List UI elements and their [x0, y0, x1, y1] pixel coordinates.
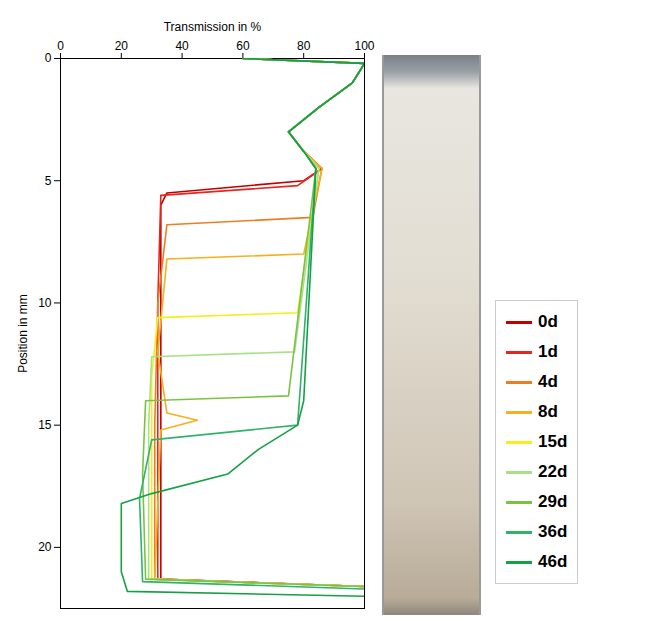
html-text:1d: 1d — [538, 342, 558, 361]
svg-text:40: 40 — [175, 39, 189, 53]
svg-text:0: 0 — [57, 39, 64, 53]
svg-text:0: 0 — [45, 51, 52, 65]
svg-text:20: 20 — [38, 540, 52, 554]
svg-text:5: 5 — [45, 174, 52, 188]
html-text:22d: 22d — [538, 462, 568, 481]
svg-text:10: 10 — [38, 296, 52, 310]
html-text:4d: 4d — [538, 372, 558, 391]
html-text:15d: 15d — [538, 432, 568, 451]
svg-text:Transmission in %: Transmission in % — [164, 20, 262, 34]
svg-text:60: 60 — [236, 39, 250, 53]
svg-text:15: 15 — [38, 418, 52, 432]
svg-text:20: 20 — [115, 39, 129, 53]
html-text:8d: 8d — [538, 402, 558, 421]
html-text:0d: 0d — [538, 312, 558, 331]
html-text:36d: 36d — [538, 522, 568, 541]
svg-text:100: 100 — [354, 39, 374, 53]
html-text:46d: 46d — [538, 552, 568, 571]
svg-text:80: 80 — [297, 39, 311, 53]
svg-text:Position in mm: Position in mm — [16, 294, 30, 373]
html-text:29d: 29d — [538, 492, 568, 511]
